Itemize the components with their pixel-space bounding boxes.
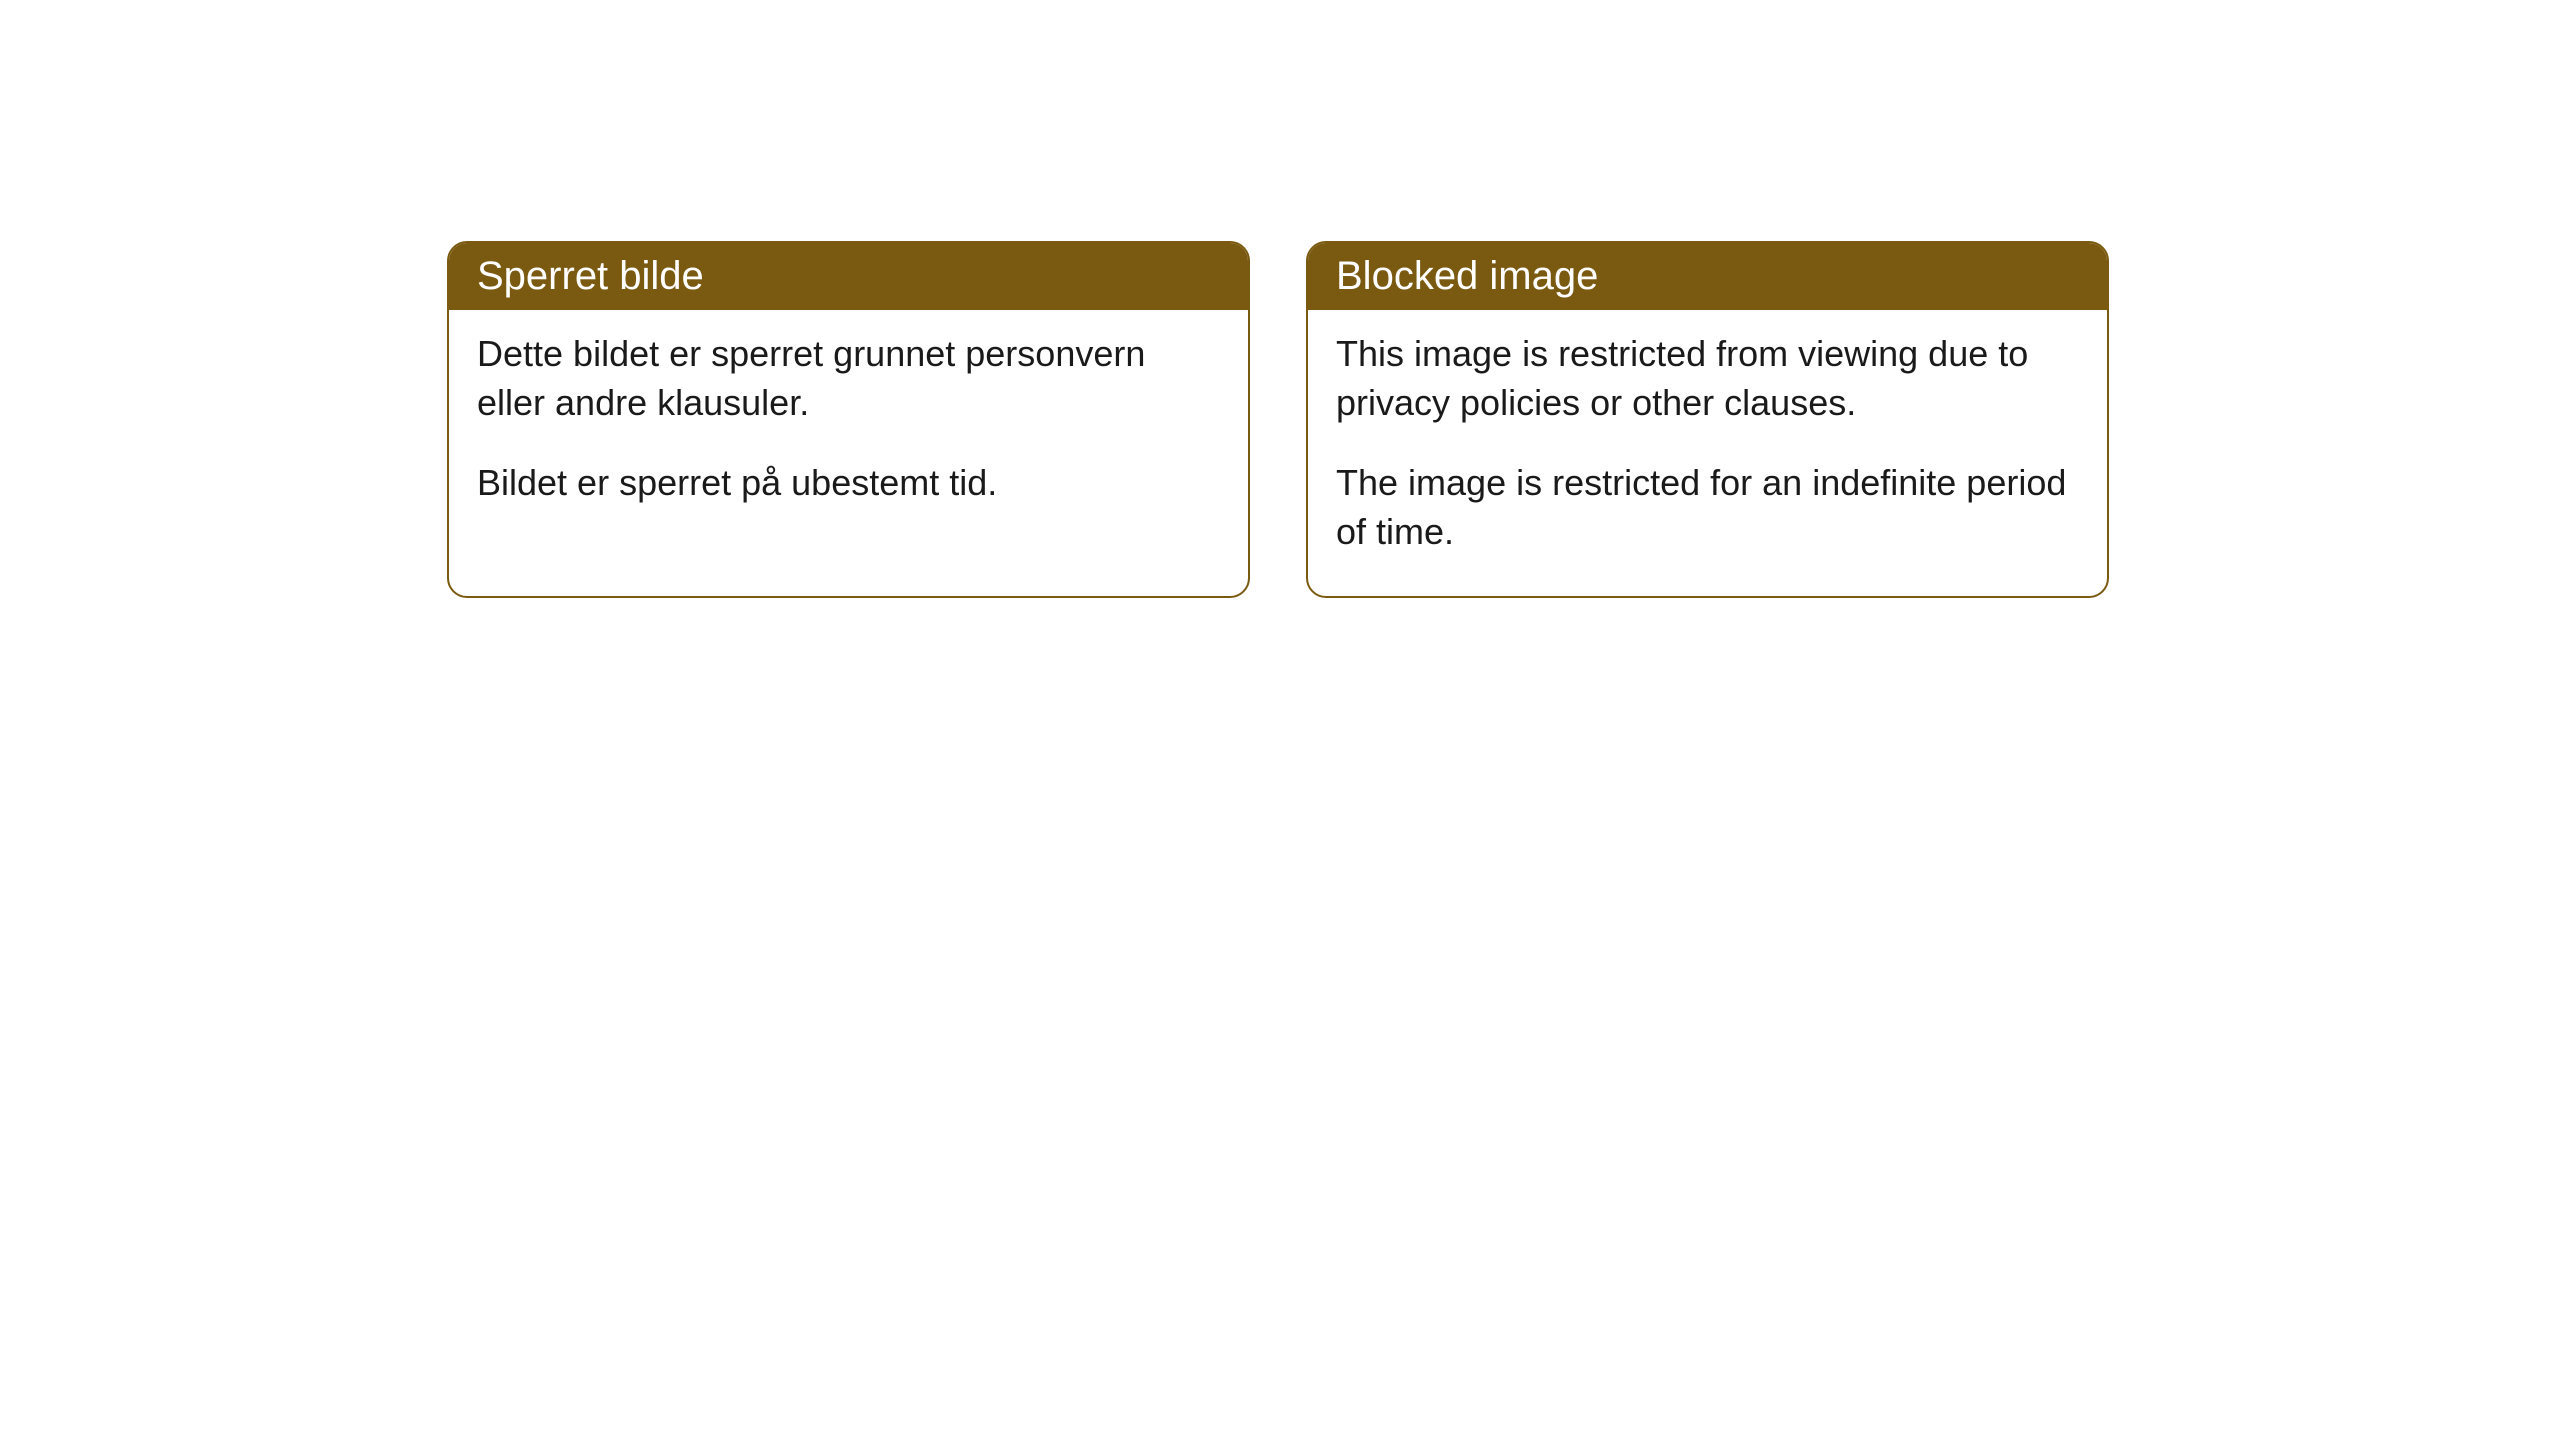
card-body: Dette bildet er sperret grunnet personve… (449, 310, 1248, 548)
cards-container: Sperret bilde Dette bildet er sperret gr… (0, 0, 2560, 598)
card-paragraph: This image is restricted from viewing du… (1336, 330, 2079, 427)
card-paragraph: Bildet er sperret på ubestemt tid. (477, 459, 1220, 508)
card-paragraph: Dette bildet er sperret grunnet personve… (477, 330, 1220, 427)
blocked-image-card-english: Blocked image This image is restricted f… (1306, 241, 2109, 598)
card-title: Sperret bilde (449, 243, 1248, 310)
blocked-image-card-norwegian: Sperret bilde Dette bildet er sperret gr… (447, 241, 1250, 598)
card-paragraph: The image is restricted for an indefinit… (1336, 459, 2079, 556)
card-body: This image is restricted from viewing du… (1308, 310, 2107, 596)
card-title: Blocked image (1308, 243, 2107, 310)
